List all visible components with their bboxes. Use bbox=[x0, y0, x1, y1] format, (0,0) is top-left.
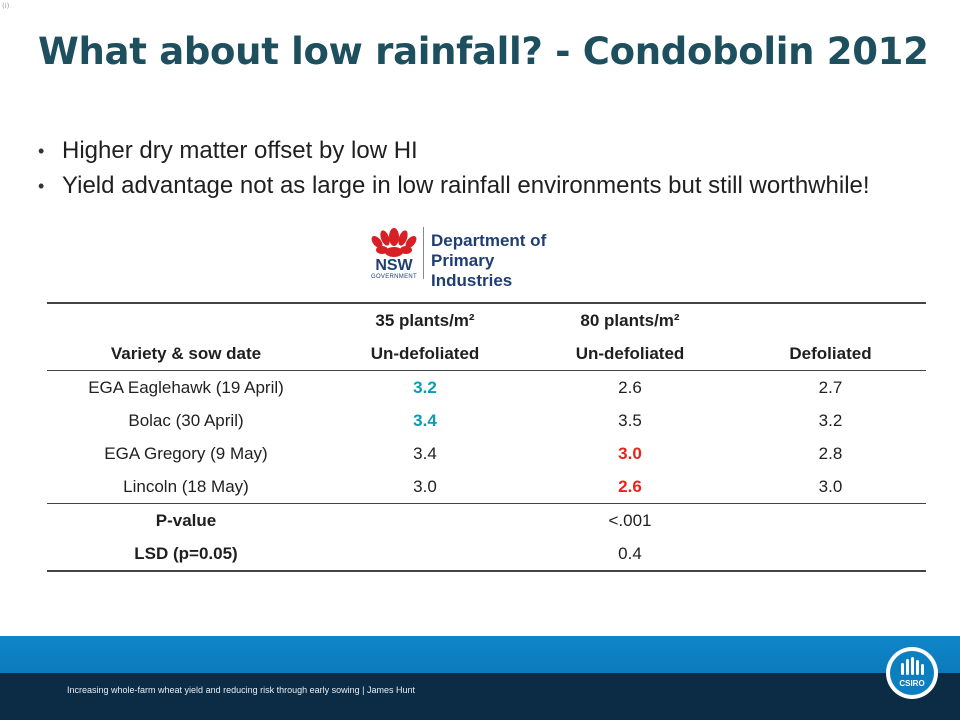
table-header-row-1: 35 plants/m² 80 plants/m² bbox=[47, 303, 926, 337]
nsw-logo-text: NSW bbox=[375, 257, 413, 274]
pvalue-value: <.001 bbox=[325, 503, 735, 537]
table-cell: 3.4 bbox=[413, 443, 437, 463]
table-header-cell: Un-defoliated bbox=[325, 337, 525, 371]
table-cell: 3.5 bbox=[618, 410, 642, 430]
waratah-icon bbox=[371, 228, 417, 257]
table-cell: 2.6 bbox=[618, 476, 642, 496]
table-cell: 2.8 bbox=[818, 443, 843, 463]
csiro-logo-text: CSIRO bbox=[899, 679, 925, 688]
table-cell: 3.0 bbox=[413, 476, 437, 496]
table-cell: 3.0 bbox=[618, 443, 642, 463]
table-header-cell: Defoliated bbox=[735, 337, 926, 371]
table-header-row-2: Variety & sow date Un-defoliated Un-defo… bbox=[47, 337, 926, 371]
pvalue-row: P-value <.001 bbox=[47, 503, 926, 537]
csiro-logo: CSIRO bbox=[886, 647, 938, 699]
table-row: Lincoln (18 May) 3.0 2.6 3.0 bbox=[47, 470, 926, 504]
bullet-item: • Higher dry matter offset by low HI bbox=[38, 136, 918, 166]
table-cell: 3.4 bbox=[413, 410, 437, 430]
table-cell: Lincoln (18 May) bbox=[123, 476, 249, 496]
table-cell bbox=[735, 537, 926, 571]
table-header-cell: 35 plants/m² bbox=[375, 310, 475, 330]
table-cell: 3.0 bbox=[818, 476, 843, 496]
table-row: EGA Eaglehawk (19 April) 3.2 2.6 2.7 bbox=[47, 371, 926, 405]
bullet-text: Yield advantage not as large in low rain… bbox=[62, 172, 870, 199]
bullet-dot-icon: • bbox=[38, 141, 45, 161]
csiro-bars-icon bbox=[901, 657, 924, 675]
department-logo-text: Department of Primary Industries bbox=[431, 231, 578, 291]
logo-divider bbox=[423, 227, 424, 279]
csiro-logo-inner: CSIRO bbox=[890, 651, 934, 695]
department-line-2: Primary Industries bbox=[431, 251, 513, 290]
table-row: EGA Gregory (9 May) 3.4 3.0 2.8 bbox=[47, 437, 926, 470]
table-header-cell bbox=[47, 303, 325, 337]
slide-title: What about low rainfall? - Condobolin 20… bbox=[38, 30, 929, 73]
table-cell: 2.7 bbox=[818, 377, 843, 397]
footer-text: Increasing whole-farm wheat yield and re… bbox=[67, 685, 416, 695]
table-header-cell: 80 plants/m² bbox=[580, 310, 680, 330]
footer-bar bbox=[0, 673, 960, 720]
bullet-text: Higher dry matter offset by low HI bbox=[62, 137, 418, 164]
lsd-value: 0.4 bbox=[618, 543, 642, 563]
bullet-dot-icon: • bbox=[38, 176, 45, 196]
nsw-dpi-logo: NSW GOVERNMENT Department of Primary Ind… bbox=[366, 223, 578, 291]
yield-table: 35 plants/m² 80 plants/m² Variety & sow … bbox=[47, 302, 926, 572]
table-row: Bolac (30 April) 3.4 3.5 3.2 bbox=[47, 404, 926, 437]
table-cell: EGA Gregory (9 May) bbox=[104, 443, 268, 463]
table-cell: Bolac (30 April) bbox=[128, 410, 244, 430]
table-cell: 3.2 bbox=[818, 410, 843, 430]
bullet-item: • Yield advantage not as large in low ra… bbox=[38, 171, 918, 201]
table-cell: EGA Eaglehawk (19 April) bbox=[88, 377, 284, 397]
table-header-cell: Un-defoliated bbox=[525, 337, 735, 371]
table-cell: 2.6 bbox=[618, 377, 642, 397]
lsd-label: LSD (p=0.05) bbox=[134, 543, 238, 563]
table-cell: 3.2 bbox=[413, 377, 437, 397]
government-logo-text: GOVERNMENT bbox=[370, 274, 417, 280]
table-header-cell bbox=[735, 303, 926, 337]
department-line-1: Department of bbox=[431, 231, 547, 250]
table-header-cell: Variety & sow date bbox=[47, 337, 325, 371]
pvalue-label: P-value bbox=[47, 503, 325, 537]
table-cell bbox=[735, 503, 926, 537]
bullet-list: • Higher dry matter offset by low HI • Y… bbox=[38, 136, 918, 206]
lsd-row: LSD (p=0.05) 0.4 bbox=[47, 537, 926, 571]
corner-mark: (i) bbox=[2, 2, 10, 10]
